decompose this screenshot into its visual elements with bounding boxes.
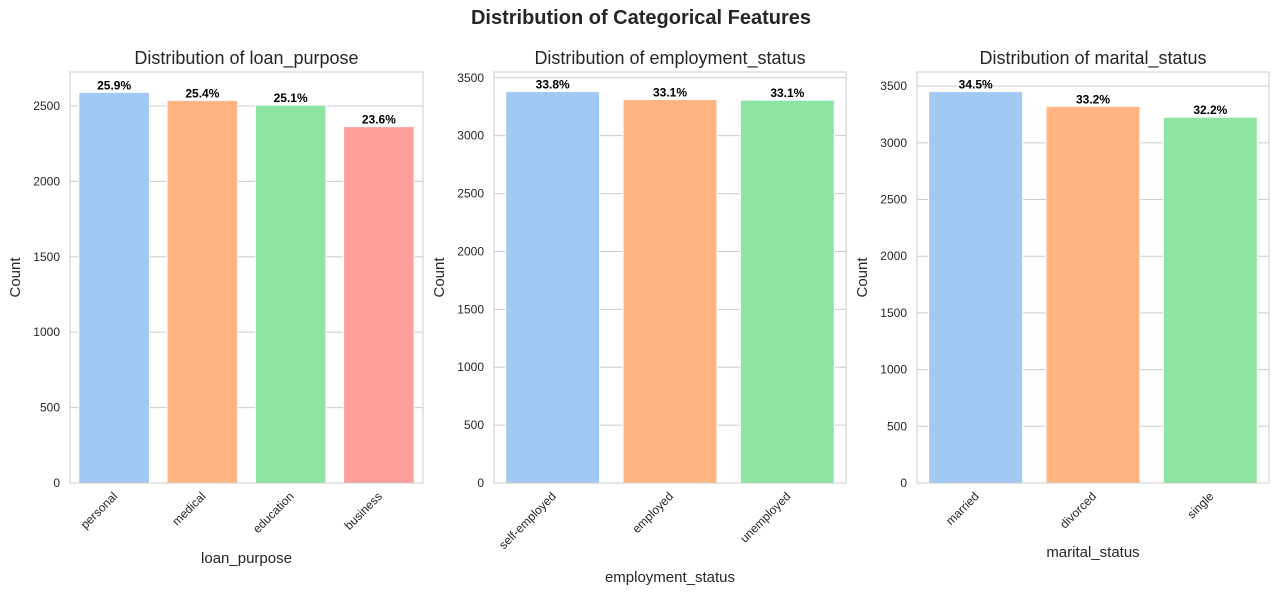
x-tick-label: education (250, 489, 297, 536)
y-axis-label: Count (854, 257, 871, 298)
bar-value-label: 32.2% (1193, 103, 1227, 117)
bar-divorced (1045, 105, 1141, 484)
bar-value-label: 25.4% (185, 86, 219, 100)
x-axis-label: marital_status (1046, 544, 1139, 561)
bar-value-label: 33.2% (1076, 92, 1110, 106)
bar-value-label: 33.8% (536, 78, 570, 92)
bar-single (1162, 116, 1258, 484)
bar-unemployed (739, 99, 835, 484)
bar-value-label: 25.1% (274, 91, 308, 105)
y-axis-label: Count (7, 257, 24, 298)
bar-value-label: 34.5% (959, 78, 993, 92)
x-tick-label: business (342, 489, 385, 532)
bar-value-label: 33.1% (653, 86, 687, 100)
y-tick-label: 500 (887, 419, 907, 433)
y-tick-label: 2000 (457, 244, 484, 258)
bar-personal (78, 91, 150, 484)
y-tick-label: 1500 (880, 306, 907, 320)
y-tick-label: 3000 (880, 136, 907, 150)
x-tick-label: self-employed (496, 489, 559, 552)
figure-title: Distribution of Categorical Features (470, 7, 812, 29)
chart-2: 33.8% self-employed 33.1% employed 33.1% unem… (431, 48, 847, 586)
y-tick-label: 1000 (457, 360, 484, 374)
bar-married (928, 91, 1024, 484)
x-tick-label: unemployed (737, 489, 793, 545)
chart-1: 25.9% personal 25.4% medical 25.1% education 2… (7, 48, 424, 567)
y-tick-label: 0 (477, 476, 484, 490)
y-tick-label: 500 (464, 418, 484, 432)
x-tick-label: personal (78, 489, 120, 531)
bar-business (343, 126, 415, 484)
bar-medical (166, 99, 239, 484)
y-tick-label: 3000 (457, 129, 484, 143)
x-axis-label: loan_purpose (201, 550, 292, 567)
bar-self-employed (505, 91, 601, 484)
bar-value-label: 33.1% (770, 86, 804, 100)
y-tick-label: 3500 (880, 79, 907, 93)
y-tick-label: 1000 (880, 363, 907, 377)
chart-title: Distribution of marital_status (979, 48, 1206, 69)
y-tick-label: 2500 (33, 99, 60, 113)
axes-frame (916, 71, 1270, 484)
y-tick-label: 1500 (33, 250, 60, 264)
chart-3: 34.5% married 33.2% divorced 32.2% single 0 500… (854, 48, 1270, 561)
y-tick-label: 2000 (880, 249, 907, 263)
x-tick-label: single (1184, 489, 1216, 521)
bar-value-label: 25.9% (97, 78, 131, 92)
bar-employed (622, 99, 718, 484)
axes-frame (493, 71, 847, 484)
axes-frame (69, 71, 424, 484)
y-tick-label: 500 (40, 401, 60, 415)
bar-value-label: 23.6% (362, 113, 396, 127)
y-tick-label: 0 (53, 476, 60, 490)
y-tick-label: 2000 (33, 174, 60, 188)
y-tick-label: 3500 (457, 71, 484, 85)
y-tick-label: 1000 (33, 325, 60, 339)
x-tick-label: divorced (1057, 489, 1099, 531)
bar-education (254, 104, 327, 484)
chart-title: Distribution of employment_status (534, 48, 805, 69)
y-tick-label: 2500 (457, 187, 484, 201)
y-tick-label: 1500 (457, 302, 484, 316)
y-tick-label: 2500 (880, 193, 907, 207)
y-axis-label: Count (431, 257, 448, 298)
x-tick-label: employed (629, 489, 676, 536)
y-tick-label: 0 (900, 476, 907, 490)
x-tick-label: married (943, 489, 982, 528)
x-tick-label: medical (169, 489, 208, 528)
x-axis-label: employment_status (605, 569, 735, 586)
chart-title: Distribution of loan_purpose (134, 48, 358, 69)
